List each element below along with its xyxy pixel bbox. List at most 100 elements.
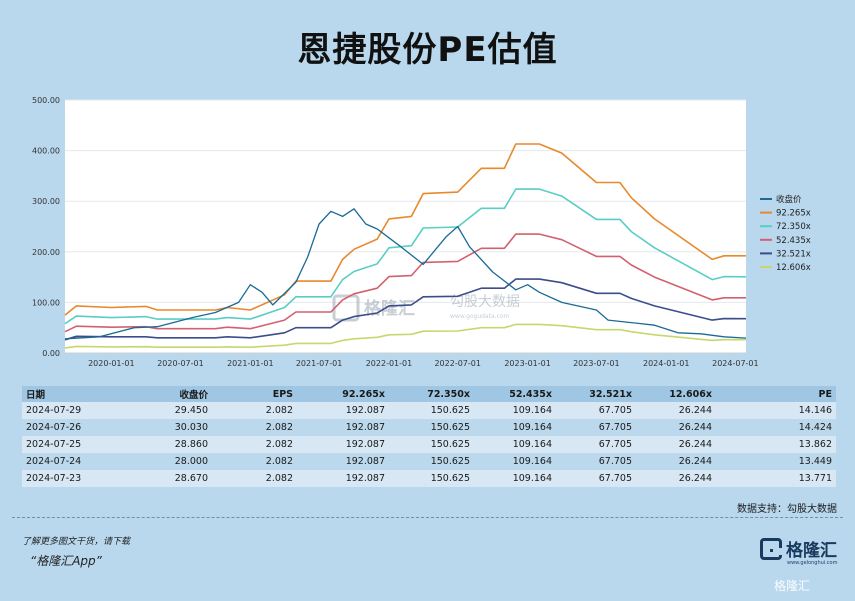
cell-date: 2024-07-23: [22, 470, 132, 487]
watermark-url: www.gogudata.com: [450, 313, 510, 320]
cell-band-1: 192.087: [297, 402, 389, 419]
footer-app-name: “格隆汇App”: [30, 554, 102, 568]
col-header-band-2: 72.350x: [389, 386, 474, 402]
table-header-row: 日期 收盘价 EPS 92.265x 72.350x 52.435x 32.52…: [22, 386, 836, 402]
cell-pe: 13.449: [716, 453, 836, 470]
pe-band-chart: 格隆汇 勾股大数据 www.gogudata.com 0.00 100.00 200…: [32, 96, 811, 368]
brand-logo: 格隆汇: [760, 536, 837, 561]
legend-label: 72.350x: [776, 222, 811, 232]
watermark-brand2: 勾股大数据: [450, 294, 520, 310]
footer-note: 了解更多图文干货，请下载: [22, 537, 131, 547]
table-row: 2024-07-24 28.000 2.082 192.087 150.625 109.1…: [22, 453, 836, 470]
cell-band-1: 192.087: [297, 453, 389, 470]
series-line-0: [64, 208, 747, 340]
col-header-close: 收盘价: [132, 386, 212, 402]
cell-band-2: 150.625: [389, 419, 474, 436]
x-tick-label: 2020-01-01: [88, 359, 135, 368]
cell-band-3: 109.164: [474, 453, 556, 470]
legend-label: 12.606x: [776, 263, 811, 273]
x-tick-label: 2021-07-01: [296, 359, 343, 368]
col-header-band-1: 92.265x: [297, 386, 389, 402]
brand-url: www.gelonghui.com: [787, 560, 838, 566]
data-source-note: 数据支持：勾股大数据: [737, 504, 837, 515]
watermark-brand: 格隆汇: [364, 298, 415, 319]
brand-name: 格隆汇: [786, 541, 837, 561]
x-tick-label: 2022-07-01: [434, 359, 481, 368]
x-tick-label: 2022-01-01: [366, 359, 413, 368]
cell-band-2: 150.625: [389, 470, 474, 487]
cell-pe: 13.862: [716, 436, 836, 453]
cell-pe: 14.424: [716, 419, 836, 436]
cell-band-5: 26.244: [636, 402, 716, 419]
cell-eps: 2.082: [212, 436, 297, 453]
cell-eps: 2.082: [212, 402, 297, 419]
cell-band-3: 109.164: [474, 436, 556, 453]
cell-band-2: 150.625: [389, 402, 474, 419]
series-line-4: [64, 278, 747, 341]
cell-close: 28.000: [132, 453, 212, 470]
legend-label: 收盘价: [776, 194, 802, 205]
cell-band-1: 192.087: [297, 470, 389, 487]
col-header-eps: EPS: [212, 386, 297, 402]
x-axis: 2020-01-01 2020-07-01 2021-01-01 2021-07-01…: [65, 352, 759, 368]
cell-band-5: 26.244: [636, 419, 716, 436]
col-header-pe: PE: [716, 386, 836, 402]
cell-band-3: 109.164: [474, 470, 556, 487]
plot-background: [65, 100, 746, 353]
table-row: 2024-07-23 28.670 2.082 192.087 150.625 109.1…: [22, 470, 836, 487]
cell-close: 28.670: [132, 470, 212, 487]
y-tick-label: 200.00: [32, 248, 60, 257]
y-tick-label: 0.00: [42, 349, 60, 358]
y-tick-label: 400.00: [32, 147, 60, 156]
legend-label: 52.435x: [776, 236, 811, 246]
x-tick-label: 2021-01-01: [227, 359, 274, 368]
data-table: 日期 收盘价 EPS 92.265x 72.350x 52.435x 32.52…: [22, 386, 836, 487]
cell-date: 2024-07-25: [22, 436, 132, 453]
col-header-band-3: 52.435x: [474, 386, 556, 402]
cell-band-4: 67.705: [556, 436, 636, 453]
corner-watermark: 格隆汇: [774, 579, 811, 593]
brand-g-icon: [760, 537, 782, 560]
divider: [12, 517, 843, 518]
x-tick-label: 2023-07-01: [573, 359, 620, 368]
cell-band-4: 67.705: [556, 419, 636, 436]
cell-band-1: 192.087: [297, 419, 389, 436]
cell-pe: 13.771: [716, 470, 836, 487]
cell-band-1: 192.087: [297, 436, 389, 453]
cell-pe: 14.146: [716, 402, 836, 419]
y-tick-label: 300.00: [32, 197, 60, 206]
cell-close: 30.030: [132, 419, 212, 436]
series-line-1: [64, 143, 746, 316]
cell-date: 2024-07-24: [22, 453, 132, 470]
series-line-5: [64, 323, 746, 349]
x-tick-label: 2023-01-01: [504, 359, 551, 368]
cell-eps: 2.082: [212, 453, 297, 470]
x-tick-label: 2024-01-01: [643, 359, 690, 368]
y-axis: 0.00 100.00 200.00 300.00 400.00 500.00: [32, 96, 60, 358]
y-tick-label: 100.00: [32, 298, 60, 307]
cell-eps: 2.082: [212, 419, 297, 436]
cell-band-3: 109.164: [474, 419, 556, 436]
cell-close: 29.450: [132, 402, 212, 419]
cell-band-5: 26.244: [636, 436, 716, 453]
cell-band-4: 67.705: [556, 402, 636, 419]
cell-band-4: 67.705: [556, 453, 636, 470]
cell-date: 2024-07-29: [22, 402, 132, 419]
table-row: 2024-07-25 28.860 2.082 192.087 150.625 109.1…: [22, 436, 836, 453]
cell-eps: 2.082: [212, 470, 297, 487]
table-row: 2024-07-29 29.450 2.082 192.087 150.625 109.1…: [22, 402, 836, 419]
series-layer: [64, 143, 747, 349]
col-header-band-5: 12.606x: [636, 386, 716, 402]
series-line-3: [64, 233, 746, 333]
cell-date: 2024-07-26: [22, 419, 132, 436]
cell-band-5: 26.244: [636, 470, 716, 487]
x-tick-label: 2020-07-01: [157, 359, 204, 368]
cell-close: 28.860: [132, 436, 212, 453]
cell-band-2: 150.625: [389, 436, 474, 453]
col-header-band-4: 32.521x: [556, 386, 636, 402]
legend-label: 92.265x: [776, 209, 811, 219]
col-header-date: 日期: [22, 386, 132, 402]
legend: 收盘价 92.265x 72.350x 52.435x 32.521x 12.606x: [760, 194, 811, 273]
cell-band-2: 150.625: [389, 453, 474, 470]
cell-band-3: 109.164: [474, 402, 556, 419]
